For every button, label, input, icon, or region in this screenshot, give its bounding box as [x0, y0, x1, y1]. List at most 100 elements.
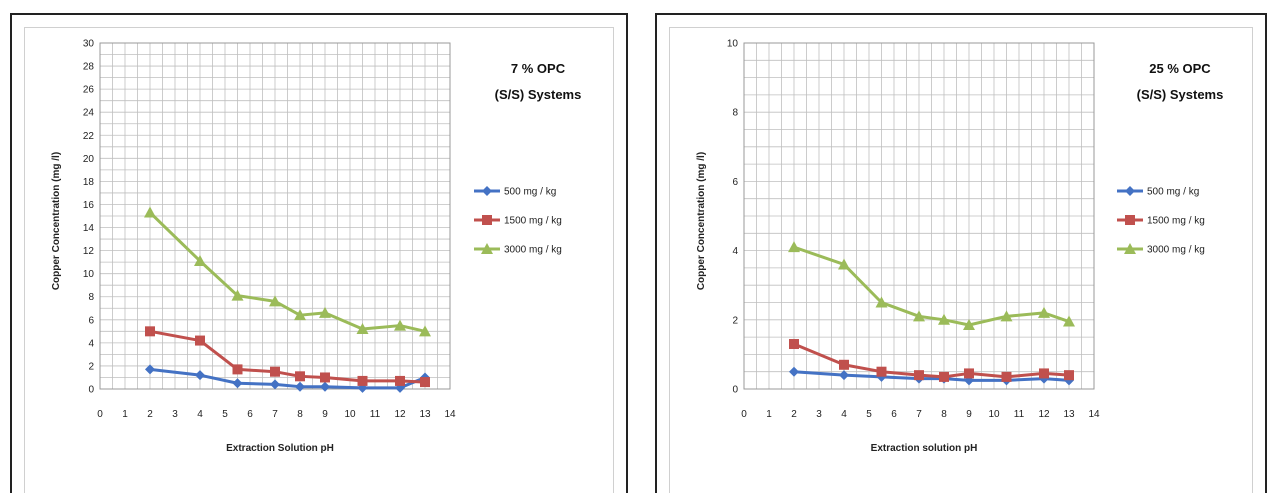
y-tick-label: 20 — [83, 154, 95, 165]
data-point-triangle — [1063, 315, 1075, 327]
legend-label: 1500 mg / kg — [504, 216, 562, 227]
x-tick-label: 2 — [791, 409, 797, 420]
x-tick-label: 7 — [916, 409, 922, 420]
data-point-square — [789, 339, 799, 350]
x-tick-label: 12 — [394, 409, 406, 420]
x-tick-label: 7 — [272, 409, 278, 420]
y-tick-label: 14 — [83, 223, 95, 234]
x-tick-label: 0 — [741, 409, 747, 420]
x-tick-label: 14 — [1088, 409, 1100, 420]
data-point-square — [1064, 370, 1074, 381]
data-point-triangle — [938, 313, 950, 325]
data-point-triangle — [788, 241, 800, 253]
legend-label: 500 mg / kg — [1147, 187, 1199, 198]
y-tick-label: 10 — [727, 39, 739, 50]
data-point-triangle — [913, 310, 925, 322]
x-tick-label: 4 — [197, 409, 203, 420]
data-point-triangle — [1124, 243, 1136, 254]
data-point-diamond — [839, 370, 849, 381]
data-point-diamond — [789, 366, 799, 377]
data-point-square — [939, 371, 949, 382]
data-point-diamond — [320, 381, 330, 392]
chart-title-line: (S/S) Systems — [1137, 87, 1224, 102]
data-point-square — [420, 377, 430, 388]
x-tick-label: 12 — [1038, 409, 1050, 420]
data-point-square — [270, 366, 280, 377]
data-point-diamond — [145, 364, 155, 375]
chart-title-line: 7 % OPC — [511, 61, 566, 76]
data-point-square — [357, 375, 368, 386]
x-tick-label: 14 — [444, 409, 456, 420]
y-tick-label: 4 — [732, 246, 738, 257]
data-point-square — [145, 326, 155, 337]
data-point-square — [1039, 368, 1049, 379]
legend-label: 1500 mg / kg — [1147, 216, 1205, 227]
chart-panel-left: 0 2 4 6 8 10 12 14 16 18 20 22 24 26 28 30 0 1 2 3 4 5 6 7 8 9 10 1… — [10, 13, 628, 493]
data-point-triangle — [394, 319, 406, 331]
data-point-triangle — [269, 295, 281, 307]
x-tick-label: 4 — [841, 409, 847, 420]
x-tick-label: 3 — [816, 409, 822, 420]
gridlines — [743, 42, 1095, 390]
data-point-triangle — [1000, 310, 1013, 322]
data-point-square — [482, 215, 492, 225]
data-point-triangle — [356, 323, 369, 335]
data-point-diamond — [295, 381, 305, 392]
data-point-square — [914, 370, 924, 381]
y-tick-label: 30 — [83, 39, 95, 50]
chart-panel-right: 0 2 4 6 8 10 0 1 2 3 4 5 6 7 8 9 10 11 12 13 14 Extraction so… — [655, 13, 1267, 493]
chart-area-border — [24, 27, 614, 493]
series-2 — [144, 206, 431, 337]
y-tick-label: 2 — [88, 361, 94, 372]
x-tick-label: 1 — [122, 409, 128, 420]
y-axis-title: Copper Concentration (mg /l) — [696, 152, 707, 290]
y-tick-label: 28 — [83, 62, 95, 73]
y-tick-label: 0 — [732, 385, 738, 396]
x-tick-label: 11 — [1014, 409, 1025, 420]
x-tick-label: 8 — [941, 409, 947, 420]
series-1 — [145, 326, 430, 388]
x-tick-label: 11 — [370, 409, 381, 420]
y-tick-label: 12 — [83, 246, 95, 257]
x-axis-title: Extraction solution pH — [871, 443, 978, 454]
data-point-diamond — [1125, 186, 1135, 196]
series-1 — [789, 339, 1074, 382]
data-point-square — [964, 368, 974, 379]
y-tick-label: 26 — [83, 85, 95, 96]
x-tick-label: 3 — [172, 409, 178, 420]
chart-title-line: 25 % OPC — [1149, 61, 1211, 76]
data-point-triangle — [481, 243, 493, 254]
x-axis-title: Extraction Solution pH — [226, 443, 334, 454]
y-tick-label: 16 — [83, 200, 95, 211]
y-tick-label: 0 — [88, 385, 94, 396]
data-point-diamond — [232, 378, 243, 389]
data-point-triangle — [319, 306, 331, 318]
y-axis-title: Copper Concentration (mg /l) — [51, 152, 62, 290]
data-point-triangle — [1038, 306, 1050, 318]
data-point-diamond — [270, 379, 280, 390]
y-tick-label: 6 — [732, 177, 738, 188]
data-point-triangle — [419, 325, 431, 337]
y-tick-label: 4 — [88, 338, 94, 349]
data-point-diamond — [195, 370, 205, 381]
x-tick-label: 10 — [344, 409, 356, 420]
series-2 — [788, 241, 1075, 330]
y-tick-label: 18 — [83, 177, 95, 188]
data-point-triangle — [875, 296, 888, 308]
data-point-triangle — [294, 309, 306, 321]
data-point-triangle — [144, 206, 156, 218]
x-tick-label: 1 — [766, 409, 772, 420]
chart-area-border — [669, 27, 1253, 493]
x-tick-label: 0 — [97, 409, 103, 420]
legend-label: 3000 mg / kg — [504, 245, 562, 256]
y-tick-label: 2 — [732, 315, 738, 326]
y-tick-label: 8 — [732, 108, 738, 119]
y-tick-label: 6 — [88, 315, 94, 326]
legend-label: 500 mg / kg — [504, 187, 556, 198]
x-tick-label: 6 — [247, 409, 253, 420]
data-point-square — [395, 375, 405, 386]
data-point-square — [195, 335, 205, 346]
plot-frame — [743, 42, 1095, 390]
